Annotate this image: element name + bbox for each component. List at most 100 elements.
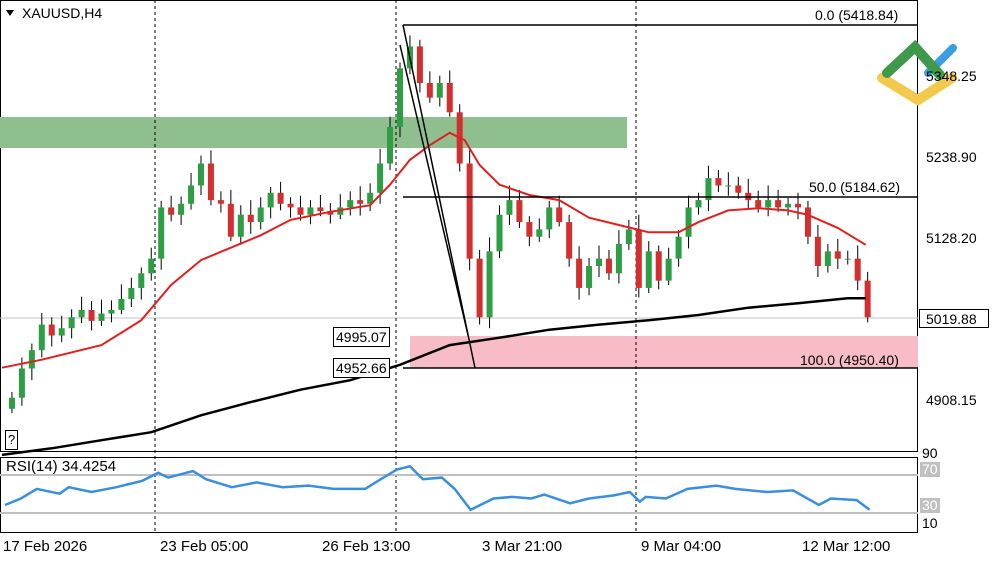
bear-candle bbox=[357, 200, 364, 204]
bull-candle bbox=[785, 203, 792, 208]
bull-candle bbox=[586, 265, 593, 288]
bear-candle bbox=[526, 222, 533, 237]
bear-candle bbox=[715, 178, 722, 186]
rsi-tick: 30 bbox=[920, 497, 940, 513]
bear-candle bbox=[814, 236, 821, 266]
bull-candle bbox=[675, 236, 682, 259]
bull-candle bbox=[158, 207, 165, 259]
bull-candle bbox=[725, 185, 732, 187]
bull-candle bbox=[68, 317, 75, 329]
bear-candle bbox=[287, 203, 294, 208]
bear-candle bbox=[207, 163, 214, 201]
rsi-tick: 10 bbox=[922, 515, 938, 531]
bull-candle bbox=[128, 287, 135, 299]
ma-fast-line bbox=[1, 131, 867, 369]
bear-candle bbox=[834, 251, 841, 259]
bull-candle bbox=[685, 207, 692, 237]
bull-candle bbox=[367, 192, 374, 204]
trend-line bbox=[399, 44, 469, 336]
bull-candle bbox=[387, 126, 394, 164]
bear-candle bbox=[775, 200, 782, 208]
rsi-line bbox=[4, 464, 871, 512]
help-button[interactable]: ? bbox=[5, 430, 19, 450]
bear-candle bbox=[566, 222, 573, 259]
supply-zone[interactable] bbox=[0, 117, 627, 148]
bull-candle bbox=[307, 207, 314, 215]
rsi-panel-border bbox=[0, 457, 918, 533]
fibonacci-retracement[interactable] bbox=[399, 24, 918, 369]
rsi-tick: 70 bbox=[920, 461, 940, 477]
bull-candle bbox=[78, 309, 85, 318]
bear-candle bbox=[426, 82, 433, 98]
bull-candle bbox=[615, 244, 622, 274]
symbol-dropdown-icon[interactable] bbox=[6, 10, 14, 16]
bull-candle bbox=[536, 229, 543, 237]
bull-candle bbox=[188, 185, 195, 204]
bull-candle bbox=[645, 251, 652, 288]
bull-candle bbox=[625, 229, 632, 245]
bear-candle bbox=[516, 200, 523, 223]
bull-candle bbox=[8, 397, 15, 409]
bear-candle bbox=[854, 258, 861, 281]
bull-candle bbox=[765, 200, 772, 208]
level-box-upper[interactable]: 4995.07 bbox=[333, 327, 390, 347]
level-box-lower[interactable]: 4952.66 bbox=[333, 358, 390, 378]
bull-candle bbox=[237, 214, 244, 237]
bear-candle bbox=[635, 229, 642, 288]
bear-candle bbox=[655, 251, 662, 281]
bull-candle bbox=[108, 309, 115, 314]
current-price-label: 5019.88 bbox=[919, 309, 989, 328]
bear-candle bbox=[247, 214, 254, 223]
bear-candle bbox=[755, 200, 762, 208]
bull-candle bbox=[28, 350, 35, 369]
date-tick: 12 Mar 12:00 bbox=[802, 538, 891, 555]
bull-candle bbox=[596, 258, 602, 266]
bull-candle bbox=[705, 178, 712, 201]
period-separators bbox=[154, 0, 637, 532]
bull-candle bbox=[118, 298, 125, 310]
date-tick: 26 Feb 13:00 bbox=[322, 538, 411, 555]
bull-candle bbox=[347, 200, 354, 208]
easy-trade-logo bbox=[877, 39, 957, 106]
bull-candle bbox=[178, 203, 185, 215]
bull-candle bbox=[506, 200, 513, 215]
date-tick: 9 Mar 04:00 bbox=[641, 538, 722, 555]
bull-candle bbox=[58, 328, 65, 336]
bear-candle bbox=[327, 211, 334, 215]
bear-candle bbox=[864, 280, 871, 318]
bull-candle bbox=[267, 192, 274, 208]
bull-candle bbox=[377, 163, 384, 193]
bull-candle bbox=[257, 207, 264, 223]
bull-candle bbox=[198, 163, 204, 186]
bear-candle bbox=[466, 163, 473, 259]
bear-candle bbox=[605, 258, 612, 274]
bear-candle bbox=[804, 207, 811, 237]
price-tick: 5238.90 bbox=[926, 149, 977, 165]
price-tick: 4908.15 bbox=[926, 392, 977, 408]
bull-candle bbox=[496, 214, 503, 252]
candles bbox=[8, 35, 871, 414]
bull-candle bbox=[665, 258, 672, 281]
date-tick: 3 Mar 21:00 bbox=[482, 538, 563, 555]
bear-candle bbox=[227, 203, 234, 237]
price-tick: 5348.25 bbox=[926, 68, 977, 84]
bear-candle bbox=[446, 82, 453, 113]
demand-zone[interactable] bbox=[410, 336, 918, 368]
bull-candle bbox=[18, 368, 25, 398]
bear-candle bbox=[217, 200, 224, 204]
fib-label-100: 100.0 (4950.40) bbox=[800, 352, 899, 368]
symbol-label[interactable]: XAUUSD,H4 bbox=[22, 5, 103, 21]
bull-candle bbox=[148, 258, 155, 274]
date-tick: 23 Feb 05:00 bbox=[160, 538, 249, 555]
bear-candle bbox=[576, 258, 583, 288]
fib-label-50: 50.0 (5184.62) bbox=[809, 179, 901, 195]
date-tick: 17 Feb 2026 bbox=[3, 538, 88, 555]
bull-candle bbox=[844, 258, 851, 260]
rsi-tick: 90 bbox=[922, 445, 938, 461]
bear-candle bbox=[556, 207, 563, 223]
price-tick: 5128.20 bbox=[926, 230, 977, 246]
bear-candle bbox=[795, 203, 801, 208]
bull-candle bbox=[397, 68, 403, 127]
bear-candle bbox=[416, 46, 423, 83]
